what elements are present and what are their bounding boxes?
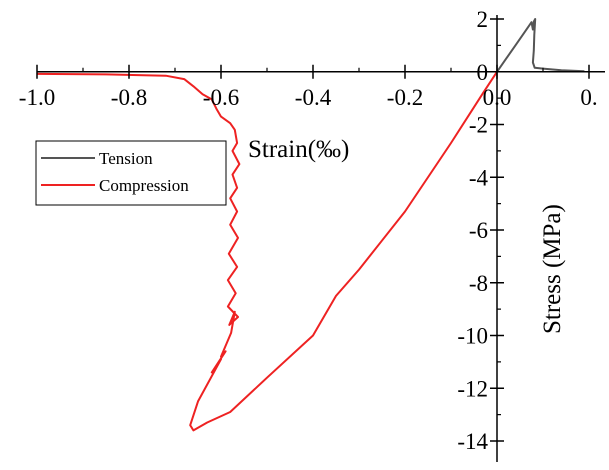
legend-label-tension: Tension [99,149,153,168]
y-tick-label: -12 [457,376,488,401]
ticks [36,18,590,442]
tick-labels: -1.0 -0.8 -0.6 -0.4 -0.2 0.0 0. 2 0 -2 -4 -6 -8 -10 -1… [19,7,598,454]
legend: Tension Compression [35,140,227,206]
y-tick-label: -6 [469,218,488,243]
x-tick-label: -0.4 [295,85,332,110]
y-tick-label: 2 [477,7,489,32]
y-tick-label: -14 [457,429,488,454]
x-tick-label: 0. [580,85,597,110]
axes [37,15,605,462]
x-tick-label: -0.2 [387,85,423,110]
series-line-tension [496,18,585,73]
x-tick-label: -0.8 [111,85,147,110]
legend-box [35,140,227,206]
series-line-compression [36,71,498,432]
y-axis-title: Stress (MPa) [539,204,566,334]
x-axis-title: Strain(‰) [248,136,349,163]
y-tick-label: -10 [457,324,488,349]
plot-lines [36,18,585,432]
y-tick-label: -2 [469,113,488,138]
y-tick-label: -4 [469,165,489,190]
x-tick-label: -0.6 [203,85,239,110]
y-tick-label: 0 [477,60,489,85]
y-tick-label: -8 [469,271,488,296]
legend-label-compression: Compression [99,176,189,195]
x-tick-label: -1.0 [19,85,55,110]
x-tick-label: 0.0 [483,85,512,110]
